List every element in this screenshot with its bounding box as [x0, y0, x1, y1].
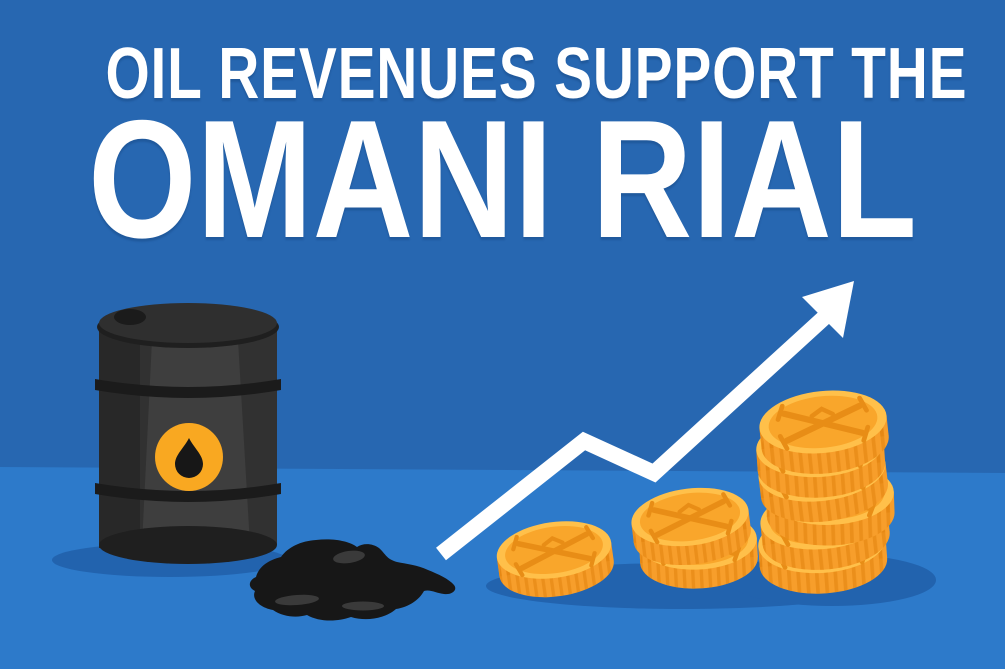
headline: OIL REVENUES SUPPORT THE OMANI RIAL [0, 34, 1005, 273]
barrel-ring-bottom [95, 483, 281, 502]
oil-sheen [333, 550, 365, 564]
barrel-bung-hole [114, 309, 146, 325]
arrow-shaft [436, 309, 833, 561]
oil-sheen [342, 601, 384, 611]
headline-line2: OMANI RIAL [88, 85, 917, 273]
oil-sheen [275, 594, 319, 606]
barrel-ring-top [95, 379, 281, 398]
arrow-head [802, 281, 854, 338]
coin-stack-large [754, 385, 895, 598]
barrel-shade-left [99, 330, 140, 548]
oil-barrel-icon [95, 303, 281, 564]
oil-drop-icon [175, 438, 203, 478]
oil-spill-icon [249, 539, 456, 621]
barrel-bottom-rim [99, 526, 277, 564]
headline-line1: OIL REVENUES SUPPORT THE [105, 34, 968, 114]
growth-arrow-icon [436, 281, 854, 561]
